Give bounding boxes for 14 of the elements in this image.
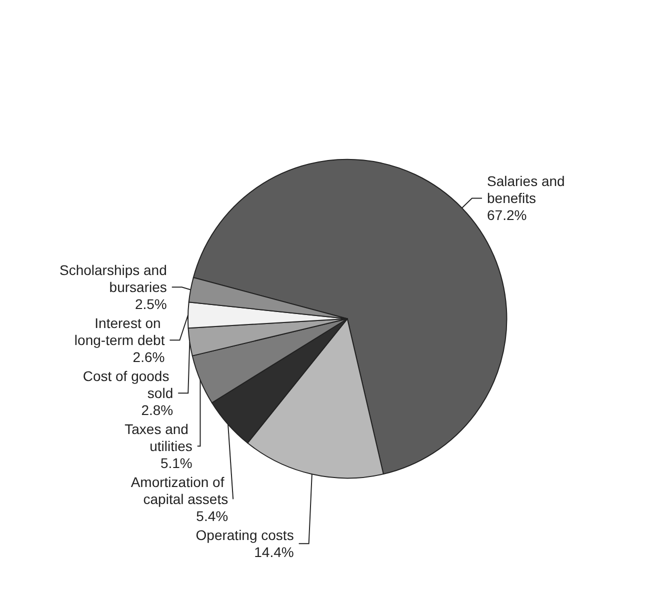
data-label: 14.4% [254, 544, 294, 560]
data-label: 5.4% [196, 508, 228, 524]
slice-label: Amortization of capital assets [130, 474, 228, 508]
slice-label: Operating costs [196, 527, 294, 544]
data-label: 67.2% [486, 207, 527, 224]
slice-label: Scholarships and bursaries [59, 262, 167, 296]
slice-label: Taxes and utilities [124, 421, 192, 454]
slice-label: Salaries and benefits [486, 173, 569, 206]
data-label: 2.5% [134, 296, 167, 312]
data-label: 2.8% [141, 402, 174, 418]
slice-label: Interest on long-term debt [74, 315, 165, 348]
data-label: 2.6% [132, 349, 165, 366]
slice-label: Cost of goods sold [82, 368, 174, 402]
data-label: 5.1% [160, 455, 192, 472]
